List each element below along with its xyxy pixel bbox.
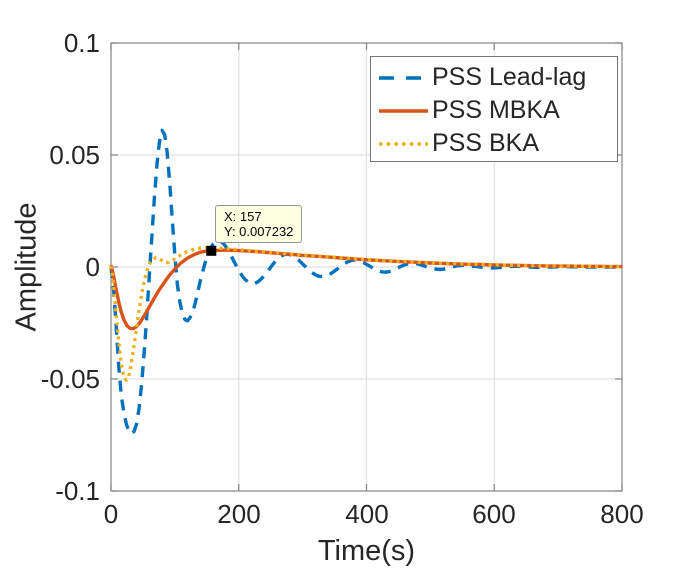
y-tick-label-0.1: 0.1 [63, 28, 100, 58]
legend-label: PSS MBKA [432, 96, 560, 124]
x-tick-label-0: 0 [103, 499, 119, 529]
legend-label: PSS Lead-lag [432, 63, 587, 91]
legend-label: PSS BKA [432, 129, 539, 157]
legend-item-pss-lead-lag[interactable]: PSS Lead-lag [371, 61, 617, 94]
y-tick-label-0.05: 0.05 [49, 140, 100, 170]
legend-item-pss-mbka[interactable]: PSS MBKA [371, 94, 617, 127]
legend[interactable]: PSS Lead-lag PSS MBKA PSS BKA [370, 56, 618, 162]
legend-line-sample-dashed [379, 75, 428, 80]
x-axis-label: Time(s) [317, 535, 416, 567]
y-tick-label--0.1: -0.1 [55, 476, 100, 506]
x-tick-label-200: 200 [217, 499, 261, 529]
datatip-x-value: X: 157 [224, 209, 262, 224]
legend-item-pss-bka[interactable]: PSS BKA [371, 127, 617, 160]
y-tick-label-0: 0 [85, 252, 100, 282]
legend-line-sample-dotted [379, 141, 428, 146]
y-axis-label: Amplitude [10, 202, 43, 332]
datatip-y-value: Y: 0.007232 [224, 224, 294, 239]
datatip[interactable]: X: 157 Y: 0.007232 [215, 205, 303, 243]
x-tick-label-800: 800 [600, 499, 644, 529]
series-line-pss-lead-lag[interactable] [109, 128, 622, 436]
x-tick-label-400: 400 [345, 499, 389, 529]
legend-line-sample-solid [379, 108, 428, 113]
x-tick-label-600: 600 [472, 499, 516, 529]
y-tick-label--0.05: -0.05 [40, 364, 100, 394]
datatip-marker[interactable] [206, 245, 217, 256]
